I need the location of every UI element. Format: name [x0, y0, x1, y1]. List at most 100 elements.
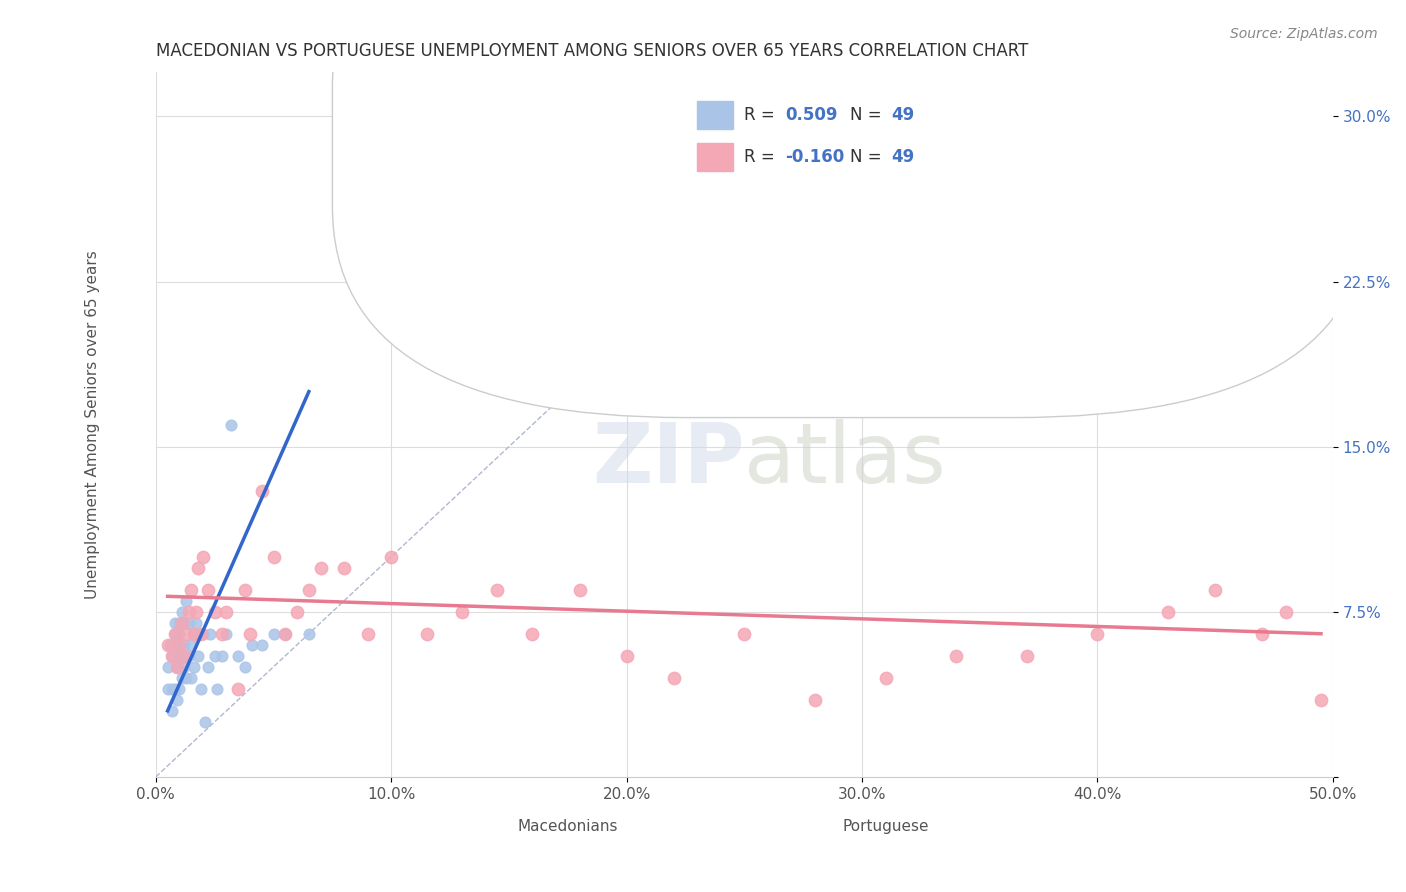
Point	[357, 626, 380, 640]
FancyBboxPatch shape	[474, 815, 503, 837]
Point	[180, 582, 202, 597]
Text: -0.160: -0.160	[786, 148, 845, 166]
Point	[380, 549, 402, 564]
FancyBboxPatch shape	[697, 143, 733, 171]
Point	[1015, 648, 1038, 663]
Point	[240, 638, 263, 652]
Point	[173, 615, 195, 630]
Point	[162, 648, 184, 663]
Point	[187, 560, 209, 574]
Point	[263, 549, 285, 564]
FancyBboxPatch shape	[803, 815, 832, 837]
Point	[170, 615, 193, 630]
Point	[274, 626, 297, 640]
Text: Portuguese: Portuguese	[842, 819, 929, 834]
Point	[162, 681, 184, 696]
Point	[233, 582, 256, 597]
Point	[450, 605, 472, 619]
Point	[211, 648, 233, 663]
Point	[173, 659, 195, 673]
Point	[298, 626, 321, 640]
Point	[197, 659, 219, 673]
Y-axis label: Unemployment Among Seniors over 65 years: Unemployment Among Seniors over 65 years	[86, 251, 100, 599]
Point	[1274, 605, 1296, 619]
Point	[1204, 582, 1226, 597]
Point	[1087, 626, 1109, 640]
Point	[226, 681, 249, 696]
Point	[233, 659, 256, 673]
Text: ZIP: ZIP	[592, 419, 744, 500]
Point	[156, 681, 179, 696]
Point	[162, 648, 184, 663]
Point	[163, 615, 186, 630]
Point	[804, 693, 827, 707]
Point	[204, 648, 226, 663]
Point	[166, 659, 188, 673]
Point	[733, 626, 755, 640]
Point	[198, 626, 221, 640]
Point	[187, 648, 209, 663]
Point	[215, 605, 238, 619]
Point	[169, 626, 191, 640]
Point	[176, 593, 198, 607]
Point	[184, 605, 207, 619]
Point	[1251, 626, 1274, 640]
Text: 0.509: 0.509	[786, 105, 838, 124]
Point	[166, 659, 188, 673]
Text: Source: ZipAtlas.com: Source: ZipAtlas.com	[1230, 27, 1378, 41]
Point	[176, 671, 198, 685]
Point	[219, 417, 242, 432]
Point	[163, 626, 186, 640]
Text: N =: N =	[851, 105, 887, 124]
Point	[166, 638, 188, 652]
Point	[169, 648, 191, 663]
Point	[215, 626, 238, 640]
Point	[177, 605, 200, 619]
Text: MACEDONIAN VS PORTUGUESE UNEMPLOYMENT AMONG SENIORS OVER 65 YEARS CORRELATION CH: MACEDONIAN VS PORTUGUESE UNEMPLOYMENT AM…	[156, 42, 1028, 60]
Point	[875, 671, 897, 685]
Point	[263, 626, 285, 640]
Point	[177, 648, 200, 663]
Point	[177, 615, 200, 630]
Point	[309, 560, 332, 574]
Point	[169, 681, 191, 696]
Point	[274, 626, 297, 640]
Point	[156, 659, 179, 673]
Point	[333, 560, 356, 574]
Point	[184, 615, 207, 630]
FancyBboxPatch shape	[697, 101, 733, 128]
Point	[170, 648, 193, 663]
Point	[486, 582, 509, 597]
Point	[239, 626, 262, 640]
Text: R =: R =	[744, 148, 780, 166]
Point	[191, 549, 214, 564]
Point	[522, 626, 544, 640]
Point	[173, 648, 195, 663]
Text: N =: N =	[851, 148, 887, 166]
Point	[170, 605, 193, 619]
Point	[662, 671, 685, 685]
Point	[250, 483, 273, 498]
Point	[211, 626, 233, 640]
Point	[163, 681, 186, 696]
Point	[568, 582, 591, 597]
Point	[285, 605, 308, 619]
Point	[616, 648, 638, 663]
Point	[176, 626, 198, 640]
Point	[226, 648, 249, 663]
Text: atlas: atlas	[744, 419, 946, 500]
Point	[250, 638, 273, 652]
Point	[162, 704, 184, 718]
Text: R =: R =	[744, 105, 780, 124]
Point	[180, 671, 202, 685]
Point	[945, 648, 967, 663]
Point	[159, 638, 181, 652]
Point	[180, 638, 202, 652]
Point	[169, 615, 191, 630]
Point	[156, 638, 179, 652]
Point	[1310, 693, 1333, 707]
Text: 49: 49	[891, 105, 915, 124]
Point	[197, 582, 219, 597]
Point	[183, 659, 205, 673]
Point	[1157, 605, 1180, 619]
